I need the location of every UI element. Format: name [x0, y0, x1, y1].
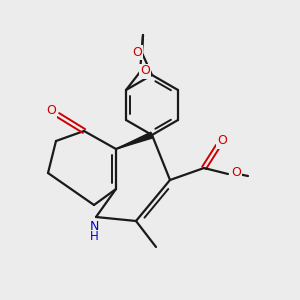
- Polygon shape: [116, 132, 153, 149]
- Text: N: N: [89, 220, 99, 233]
- Text: O: O: [46, 103, 56, 116]
- Text: O: O: [231, 167, 241, 179]
- Text: O: O: [217, 134, 227, 148]
- Text: O: O: [140, 64, 150, 77]
- Text: H: H: [90, 230, 98, 244]
- Text: O: O: [132, 46, 142, 59]
